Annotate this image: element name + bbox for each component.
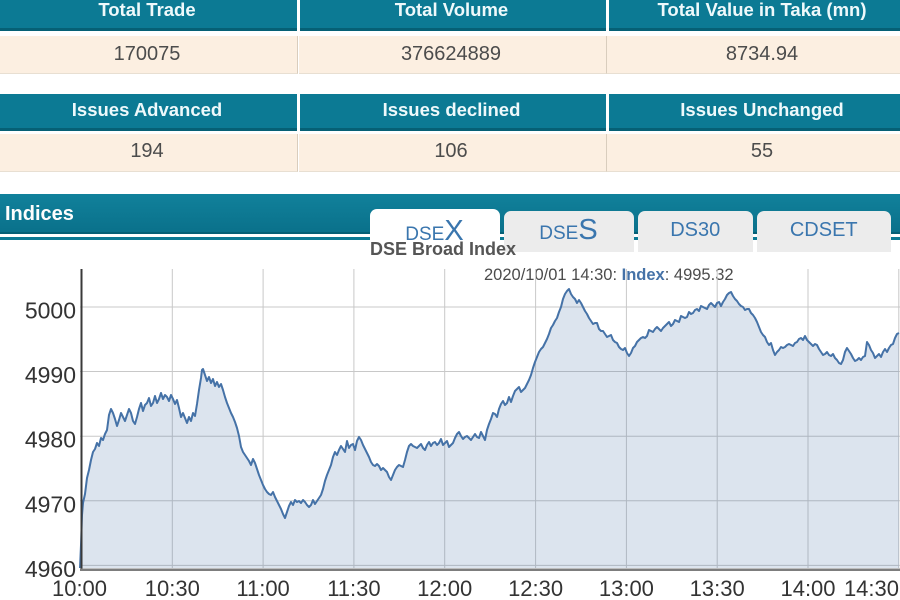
svg-text:12:30: 12:30 (508, 576, 563, 600)
svg-text:4960: 4960 (25, 556, 76, 582)
svg-text:4970: 4970 (25, 491, 76, 517)
svg-text:13:00: 13:00 (599, 576, 654, 600)
svg-text:11:00: 11:00 (236, 576, 289, 600)
svg-text:14:00: 14:00 (780, 576, 835, 600)
svg-text:10:00: 10:00 (52, 576, 107, 600)
svg-text:11:30: 11:30 (327, 576, 380, 600)
svg-text:10:30: 10:30 (145, 576, 200, 600)
svg-text:14:30: 14:30 (844, 576, 899, 600)
svg-text:4980: 4980 (25, 427, 76, 453)
svg-text:4990: 4990 (25, 362, 76, 388)
svg-text:5000: 5000 (25, 298, 76, 324)
svg-text:13:30: 13:30 (690, 576, 745, 600)
svg-text:12:00: 12:00 (417, 576, 472, 600)
